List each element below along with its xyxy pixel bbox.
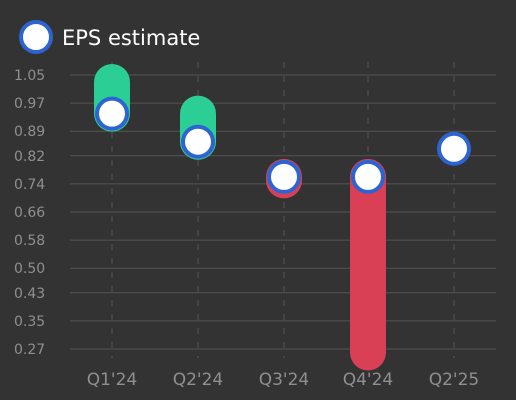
x-tick-label: Q3'24 <box>259 370 310 390</box>
estimate-point <box>267 159 301 194</box>
y-tick-label: 0.43 <box>14 286 45 302</box>
y-tick-label: 0.89 <box>14 124 45 140</box>
x-tick-label: Q2'24 <box>173 370 224 390</box>
y-tick-label: 0.66 <box>14 205 45 221</box>
estimate-point <box>437 131 471 166</box>
y-tick-label: 0.58 <box>14 233 45 249</box>
y-tick-label: 0.82 <box>14 149 45 165</box>
y-axis-ticks: 1.05 0.97 0.89 0.82 0.74 0.66 0.58 0.50 0.43 0.35… <box>14 68 45 358</box>
y-tick-label: 1.05 <box>14 68 45 84</box>
y-tick-label: 0.97 <box>14 96 45 112</box>
y-tick-label: 0.35 <box>14 314 45 330</box>
y-tick-label: 0.50 <box>14 261 45 277</box>
bars <box>94 64 386 371</box>
estimate-point <box>95 96 129 131</box>
actual-range-bar <box>350 158 386 371</box>
x-tick-label: Q2'25 <box>429 370 480 390</box>
y-tick-label: 0.27 <box>14 342 45 358</box>
y-tick-label: 0.74 <box>14 177 45 193</box>
grid <box>70 62 496 358</box>
estimate-point <box>351 159 385 194</box>
x-tick-label: Q4'24 <box>343 370 394 390</box>
x-tick-label: Q1'24 <box>87 370 138 390</box>
x-axis-ticks: Q1'24 Q2'24 Q3'24 Q4'24 Q2'25 <box>87 370 480 390</box>
legend-label: EPS estimate <box>62 26 200 50</box>
estimate-point <box>181 124 215 159</box>
estimate-points <box>95 96 471 194</box>
legend-estimate-marker <box>19 20 53 54</box>
legend: EPS estimate <box>19 20 200 54</box>
